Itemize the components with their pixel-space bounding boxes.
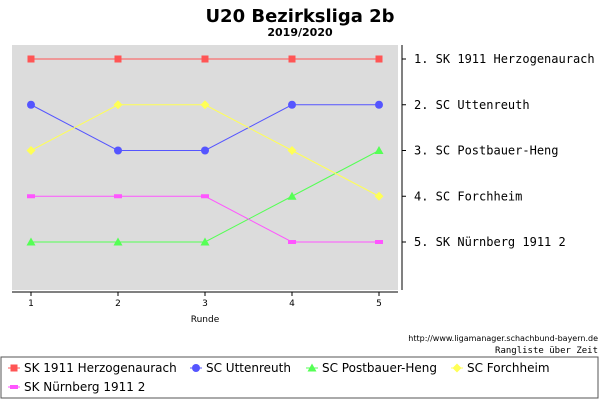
rank-label: 4. SC Forchheim — [414, 189, 522, 203]
data-point — [27, 100, 35, 109]
data-point — [201, 146, 209, 155]
credit-text: Rangliste über Zeit — [495, 346, 598, 356]
data-point — [27, 194, 35, 199]
chart-title: U20 Bezirksliga 2b — [205, 6, 394, 27]
data-point — [200, 100, 210, 110]
series-markers — [26, 55, 384, 246]
credit-url: http://www.ligamanager.schachbund-bayern… — [408, 334, 598, 343]
data-point — [114, 194, 122, 199]
data-point — [114, 146, 122, 155]
rank-label: 1. SK 1911 Herzogenaurach — [414, 52, 595, 66]
chart-subtitle: 2019/2020 — [267, 26, 333, 39]
legend-item: SC Forchheim — [451, 361, 550, 375]
legend: SK 1911 Herzogenaurach SC Uttenreuth SC Po… — [8, 361, 550, 394]
x-tick-label: 3 — [202, 299, 208, 309]
legend-swatch-marker — [307, 363, 317, 372]
legend-label: SC Postbauer-Heng — [322, 361, 437, 375]
x-axis-ticks: 1 2 3 4 5 — [28, 292, 382, 309]
x-tick-label: 2 — [115, 299, 121, 309]
data-point — [287, 191, 297, 200]
legend-swatch-marker — [10, 385, 18, 389]
data-point — [200, 237, 210, 246]
rank-label: 2. SC Uttenreuth — [414, 98, 530, 112]
data-point — [375, 240, 383, 244]
data-point — [113, 237, 123, 246]
data-point — [374, 191, 384, 201]
legend-label: SK 1911 Herzogenaurach — [24, 361, 177, 375]
legend-swatch-marker — [10, 364, 18, 372]
data-point — [288, 55, 296, 63]
x-tick-label: 4 — [289, 299, 295, 309]
data-point — [113, 100, 123, 110]
data-point — [287, 146, 297, 155]
data-point — [114, 55, 122, 63]
data-point — [288, 240, 296, 244]
data-point — [27, 55, 35, 63]
x-tick-label: 1 — [28, 299, 34, 309]
data-point — [374, 146, 384, 154]
legend-item: SK Nürnberg 1911 2 — [8, 380, 145, 394]
rank-labels: 1. SK 1911 Herzogenaurach 2. SC Uttenreut… — [402, 52, 595, 249]
legend-label: SC Forchheim — [467, 361, 550, 375]
data-point — [26, 146, 36, 155]
data-point — [375, 55, 383, 63]
plot-area — [12, 45, 398, 290]
data-point — [288, 100, 296, 109]
data-point — [26, 237, 36, 246]
legend-label: SK Nürnberg 1911 2 — [24, 380, 145, 394]
legend-box — [0, 356, 599, 399]
legend-item: SC Uttenreuth — [190, 361, 291, 375]
rank-label: 5. SK Nürnberg 1911 2 — [414, 235, 566, 249]
legend-item: SK 1911 Herzogenaurach — [8, 361, 177, 375]
data-point — [201, 55, 209, 63]
x-tick-label: 5 — [376, 299, 382, 309]
legend-swatch-marker — [192, 364, 200, 372]
rank-label: 3. SC Postbauer-Heng — [414, 144, 559, 158]
legend-item: SC Postbauer-Heng — [306, 361, 437, 375]
legend-swatch-marker — [452, 363, 462, 373]
data-point — [201, 194, 209, 199]
data-point — [375, 100, 383, 109]
x-axis-label: Runde — [191, 315, 220, 325]
legend-label: SC Uttenreuth — [206, 361, 291, 375]
